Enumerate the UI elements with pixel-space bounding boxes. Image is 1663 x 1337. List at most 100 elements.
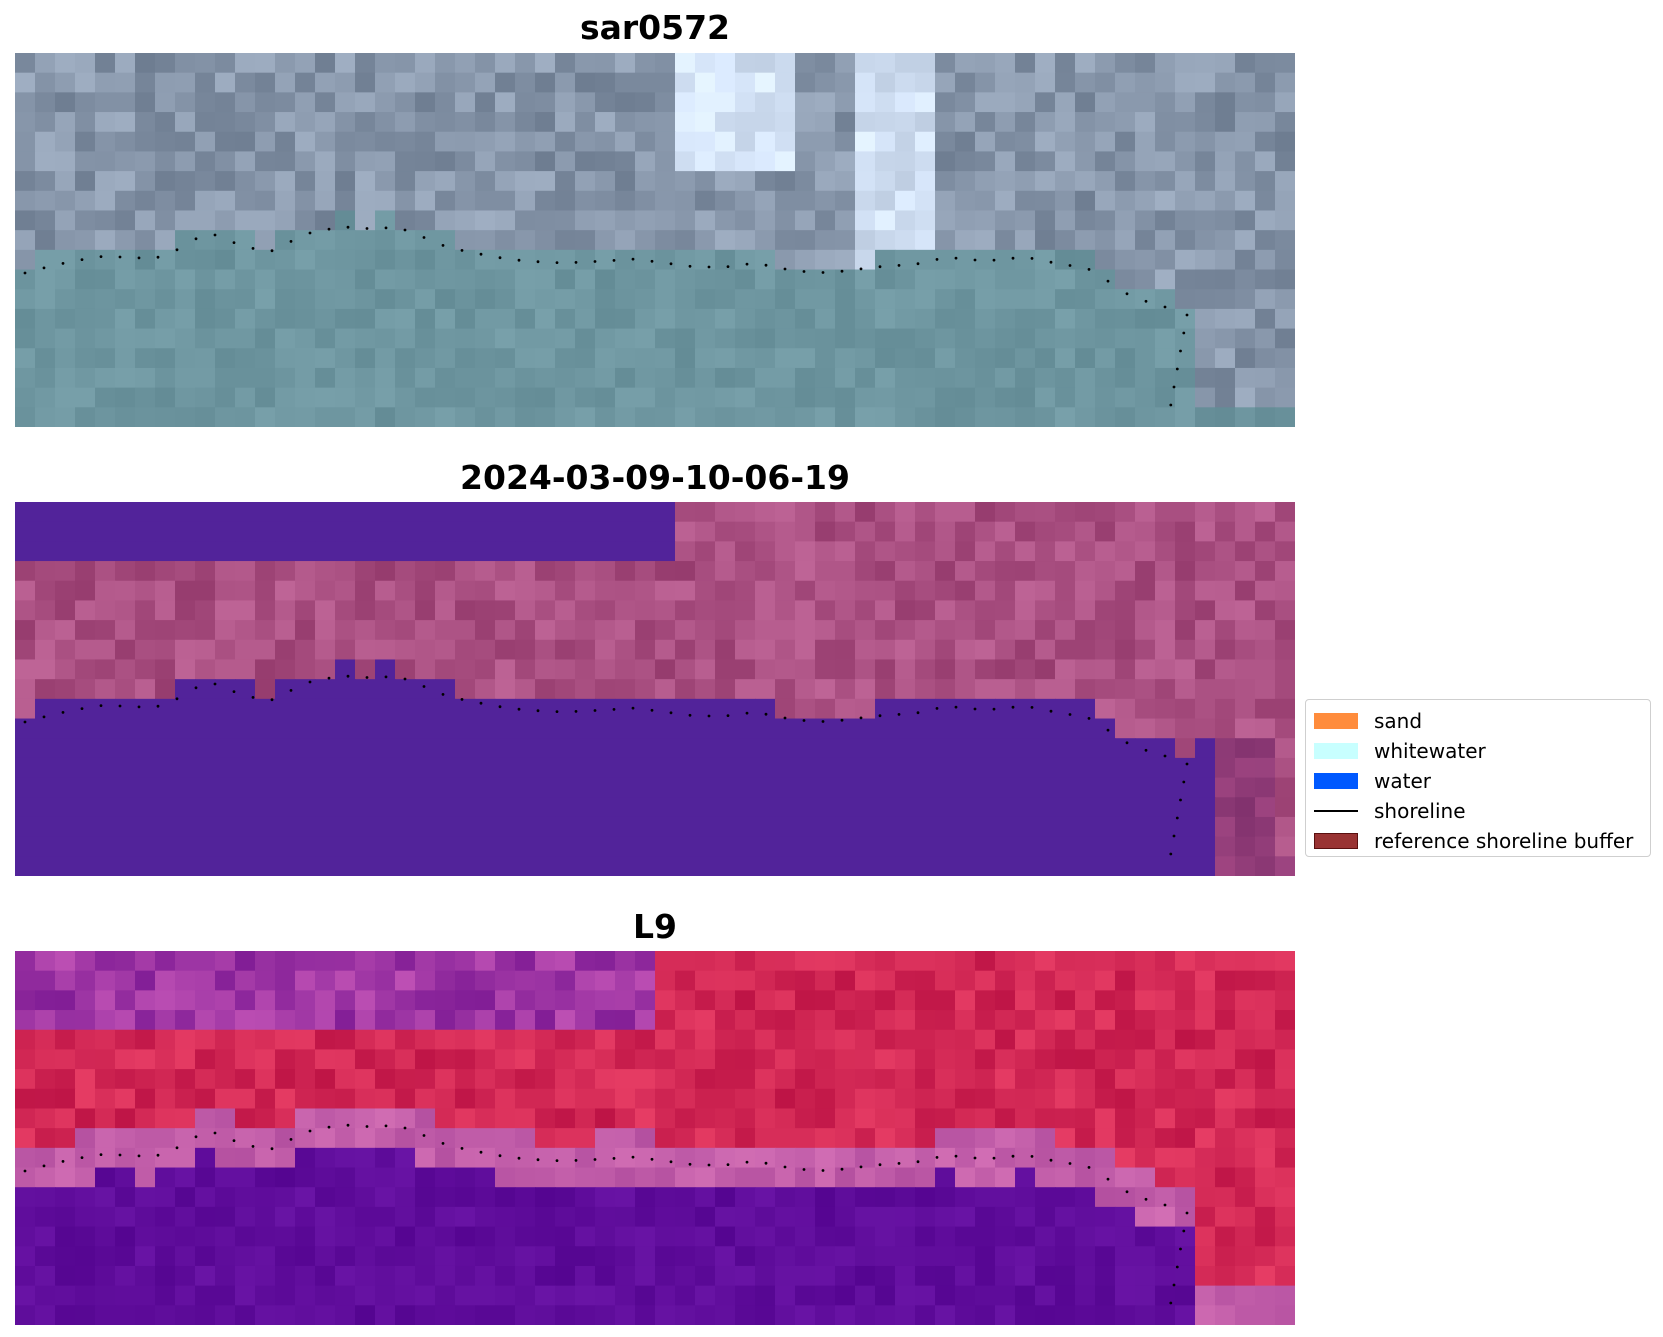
image-pixel	[195, 698, 216, 720]
image-pixel	[975, 387, 996, 408]
image-pixel	[975, 836, 996, 857]
shoreline-point	[1049, 709, 1053, 713]
image-pixel	[575, 1128, 596, 1149]
image-pixel	[215, 679, 236, 700]
image-pixel	[455, 639, 476, 661]
image-pixel	[1155, 1246, 1176, 1267]
image-pixel	[195, 580, 216, 602]
image-pixel	[1255, 951, 1276, 972]
image-pixel	[355, 816, 376, 838]
image-pixel	[875, 53, 896, 74]
image-pixel	[1235, 210, 1256, 231]
image-pixel	[895, 580, 916, 602]
shoreline-point	[878, 1163, 882, 1167]
image-pixel	[235, 53, 256, 74]
image-pixel	[595, 1167, 616, 1188]
image-pixel	[115, 679, 136, 700]
image-pixel	[695, 348, 716, 369]
image-pixel	[395, 816, 416, 838]
image-pixel	[475, 679, 496, 700]
image-pixel	[955, 308, 976, 330]
image-pixel	[1195, 777, 1216, 798]
image-pixel	[1135, 1069, 1156, 1090]
image-pixel	[295, 1167, 316, 1188]
image-pixel	[215, 348, 236, 369]
image-pixel	[755, 738, 776, 759]
image-pixel	[1175, 698, 1196, 720]
image-pixel	[735, 1128, 756, 1149]
image-pixel	[495, 757, 516, 779]
image-pixel	[1115, 521, 1136, 542]
image-pixel	[555, 836, 576, 857]
image-pixel	[75, 1069, 96, 1090]
image-pixel	[815, 698, 836, 720]
image-pixel	[175, 679, 196, 700]
image-pixel	[235, 1305, 256, 1325]
image-pixel	[595, 639, 616, 661]
shoreline-point	[1106, 279, 1110, 283]
image-pixel	[995, 1246, 1016, 1267]
image-pixel	[495, 698, 516, 720]
image-pixel	[1115, 1167, 1136, 1188]
image-pixel	[335, 1049, 356, 1070]
image-pixel	[35, 269, 56, 290]
image-pixel	[975, 407, 996, 427]
image-pixel	[835, 112, 856, 133]
image-pixel	[1135, 970, 1156, 991]
image-pixel	[255, 990, 276, 1011]
image-pixel	[1015, 190, 1036, 212]
image-pixel	[1135, 112, 1156, 133]
image-pixel	[1075, 1187, 1096, 1208]
image-pixel	[255, 171, 276, 192]
image-pixel	[275, 308, 296, 330]
shoreline-point	[574, 261, 578, 264]
image-pixel	[915, 951, 936, 972]
image-pixel	[1255, 777, 1276, 798]
image-pixel	[715, 289, 736, 310]
image-pixel	[335, 738, 356, 759]
image-pixel	[1175, 387, 1196, 408]
image-pixel	[995, 367, 1016, 389]
image-pixel	[515, 718, 536, 739]
image-pixel	[195, 53, 216, 74]
image-pixel	[1015, 1049, 1036, 1070]
image-pixel	[495, 1088, 516, 1110]
image-pixel	[1035, 1206, 1056, 1228]
image-pixel	[1255, 502, 1276, 523]
image-pixel	[855, 1167, 876, 1188]
image-pixel	[935, 387, 956, 408]
image-pixel	[435, 836, 456, 857]
image-pixel	[495, 1069, 516, 1090]
image-pixel	[235, 1088, 256, 1110]
shoreline-point	[726, 714, 730, 717]
image-pixel	[995, 951, 1016, 972]
shoreline-point	[1087, 1166, 1091, 1169]
image-pixel	[695, 816, 716, 838]
image-pixel	[415, 1206, 436, 1228]
image-pixel	[235, 328, 256, 349]
image-pixel	[235, 348, 256, 369]
image-pixel	[355, 131, 376, 153]
image-pixel	[595, 1285, 616, 1306]
image-pixel	[275, 1128, 296, 1149]
image-pixel	[795, 620, 816, 641]
image-pixel	[175, 1187, 196, 1208]
image-pixel	[1175, 171, 1196, 192]
image-pixel	[835, 541, 856, 562]
image-pixel	[455, 1049, 476, 1070]
image-pixel	[375, 367, 396, 389]
image-pixel	[1195, 639, 1216, 661]
image-pixel	[115, 836, 136, 857]
image-pixel	[375, 112, 396, 133]
image-pixel	[535, 1187, 556, 1208]
image-pixel	[1155, 1049, 1176, 1070]
image-pixel	[935, 1285, 956, 1306]
image-pixel	[1235, 1305, 1256, 1325]
image-pixel	[135, 328, 156, 349]
image-pixel	[955, 580, 976, 602]
image-pixel	[235, 407, 256, 427]
image-pixel	[15, 797, 36, 818]
image-pixel	[955, 856, 976, 876]
shoreline-point	[99, 255, 103, 258]
image-pixel	[1035, 600, 1056, 621]
